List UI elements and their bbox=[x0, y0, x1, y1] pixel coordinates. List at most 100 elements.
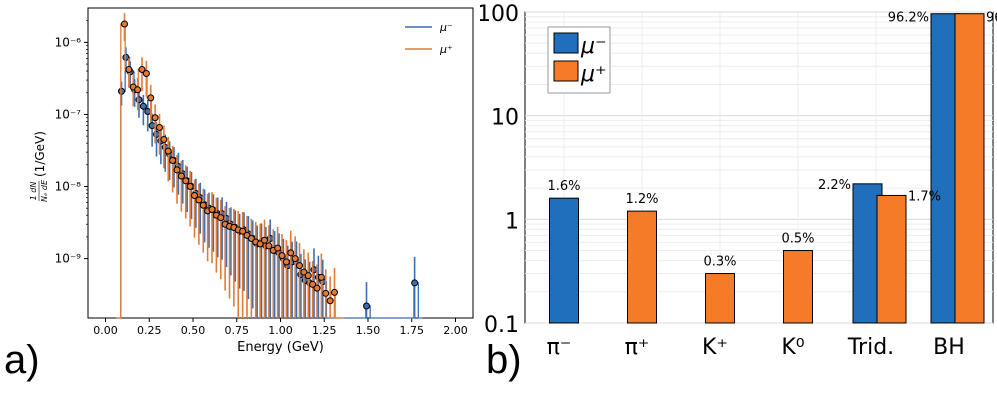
y-label-frac-bottom: Nₑ dE bbox=[40, 179, 49, 202]
legend-swatch bbox=[553, 32, 579, 54]
bar bbox=[954, 13, 985, 324]
data-point bbox=[304, 272, 312, 280]
y-label-frac-top: 1 dN bbox=[29, 182, 38, 201]
data-point bbox=[291, 255, 299, 263]
data-point bbox=[151, 114, 159, 122]
data-point bbox=[169, 156, 177, 164]
data-point bbox=[177, 172, 185, 180]
data-point bbox=[261, 236, 268, 244]
legend-label: μ⁺ bbox=[580, 62, 607, 87]
data-point bbox=[160, 135, 168, 143]
x-tick-label: K⁰ bbox=[781, 335, 804, 360]
x-tick-label: Trid. bbox=[847, 335, 894, 360]
legend-swatch bbox=[553, 60, 579, 82]
data-point bbox=[191, 192, 198, 200]
data-label: 96.3% bbox=[986, 11, 997, 26]
x-tick-label: 0.50 bbox=[181, 324, 206, 337]
data-point bbox=[144, 107, 152, 115]
data-point bbox=[139, 102, 147, 110]
panel-label-b: b) bbox=[486, 338, 522, 382]
plot-area bbox=[87, 7, 474, 319]
panel-label-a: a) bbox=[4, 338, 40, 382]
data-point bbox=[195, 196, 203, 204]
x-tick-label: K⁺ bbox=[702, 335, 728, 360]
y-axis-label: 1 dN Nₑ dE (1/GeV) bbox=[29, 131, 49, 202]
data-point bbox=[121, 20, 128, 28]
data-label: 2.2% bbox=[818, 178, 851, 193]
data-point bbox=[125, 66, 133, 74]
data-point bbox=[256, 240, 264, 248]
data-point bbox=[309, 280, 317, 288]
data-point bbox=[164, 147, 172, 155]
x-tick-label: π⁻ bbox=[547, 335, 572, 360]
y-tick-label: 1 bbox=[505, 209, 519, 234]
data-point bbox=[300, 268, 308, 276]
data-point bbox=[173, 166, 181, 174]
bar-chart: 0.1 1 10 100 π⁻ π⁺ K⁺ K⁰ Trid. BH 1.6% 2.2% 96.2% 1.2… bbox=[480, 2, 997, 360]
x-axis-label: Energy (GeV) bbox=[237, 340, 324, 355]
bar bbox=[876, 194, 907, 324]
data-label: 0.5% bbox=[781, 232, 814, 247]
legend-label: μ⁻ bbox=[439, 21, 453, 34]
data-label: 0.3% bbox=[703, 255, 736, 270]
legend-label: μ⁻ bbox=[580, 34, 607, 59]
data-point bbox=[147, 94, 155, 102]
data-point bbox=[322, 289, 330, 297]
bar bbox=[627, 210, 657, 324]
bar bbox=[705, 273, 735, 324]
data-point bbox=[148, 122, 156, 130]
data-point bbox=[208, 206, 216, 214]
y-tick-label: 100 bbox=[480, 2, 519, 27]
data-point bbox=[142, 70, 150, 78]
y-tick-label: 10⁻⁷ bbox=[55, 107, 82, 121]
data-point bbox=[134, 86, 142, 94]
data-point bbox=[411, 279, 419, 287]
x-tick-label: 1.00 bbox=[268, 324, 293, 337]
data-point bbox=[278, 252, 286, 260]
y-tick-label: 0.1 bbox=[484, 313, 519, 338]
bar bbox=[549, 197, 579, 324]
x-tick-label: 0.25 bbox=[137, 324, 162, 337]
data-point bbox=[156, 123, 163, 131]
x-tick-label: 1.50 bbox=[356, 324, 381, 337]
histogram-chart: 0.00 0.25 0.50 0.75 1.00 1.25 1.50 1.75 2.00 10⁻⁹… bbox=[29, 7, 474, 355]
data-label: 1.6% bbox=[547, 179, 580, 194]
series-mu-plus bbox=[116, 13, 344, 319]
y-tick-label: 10⁻⁶ bbox=[55, 35, 82, 49]
x-tick-label: 1.75 bbox=[400, 324, 425, 337]
legend-label: μ⁺ bbox=[439, 43, 453, 56]
data-point bbox=[199, 201, 207, 209]
bar bbox=[783, 250, 813, 324]
data-label: 96.2% bbox=[888, 11, 929, 26]
data-point bbox=[239, 227, 247, 235]
legend: μ⁻ μ⁺ bbox=[405, 21, 453, 56]
data-point bbox=[186, 183, 194, 191]
y-tick-label: 10 bbox=[491, 106, 519, 131]
data-point bbox=[363, 302, 370, 310]
legend: μ⁻ μ⁺ bbox=[547, 26, 611, 94]
data-point bbox=[274, 244, 282, 252]
x-tick-label: π⁺ bbox=[625, 335, 650, 360]
x-tick-label: 0.00 bbox=[93, 324, 118, 337]
data-point bbox=[282, 258, 290, 266]
data-point bbox=[182, 177, 190, 185]
x-tick-label: 0.75 bbox=[225, 324, 250, 337]
data-point bbox=[138, 66, 146, 74]
data-point bbox=[296, 262, 303, 270]
data-label: 1.7% bbox=[908, 189, 941, 204]
data-label: 1.2% bbox=[625, 192, 658, 207]
data-point bbox=[317, 273, 325, 281]
y-tick-label: 10⁻⁹ bbox=[55, 252, 82, 266]
y-tick-label: 10⁻⁸ bbox=[55, 180, 82, 194]
data-point bbox=[265, 242, 273, 250]
data-point bbox=[122, 53, 130, 61]
data-point bbox=[331, 288, 338, 296]
data-point bbox=[326, 297, 334, 305]
data-point bbox=[287, 249, 295, 257]
data-point bbox=[313, 284, 321, 292]
data-point bbox=[118, 87, 125, 95]
x-tick-label: 1.25 bbox=[312, 324, 337, 337]
y-label-unit: (1/GeV) bbox=[33, 131, 47, 177]
x-tick-label: BH bbox=[933, 335, 965, 360]
